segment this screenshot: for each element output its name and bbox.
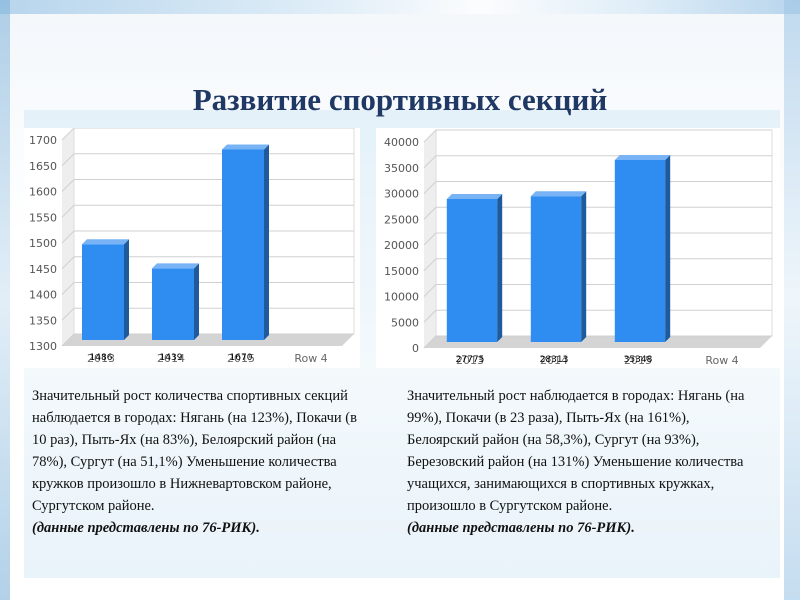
bar-front (530, 196, 582, 342)
y-tick-label: 25000 (384, 213, 419, 226)
y-tick-label: 1500 (29, 237, 57, 250)
bar (82, 239, 129, 340)
bar-top (446, 193, 503, 199)
sections-description: Значительный рост количества спортивных … (32, 385, 372, 539)
gridline-side (423, 335, 437, 349)
sections-bar-chart: 1700 1650 1600 1550 1500 1450 1400 1350 1300 2013… (29, 127, 355, 365)
gridline-side (61, 127, 75, 141)
bar (152, 263, 199, 340)
gridline-side (61, 333, 75, 347)
y-tick-label: 40000 (384, 136, 419, 149)
y-tick-label: 1450 (29, 263, 57, 276)
y-tick-label: 30000 (384, 188, 419, 201)
slide-frame-top (0, 0, 800, 14)
y-tick-label: 1600 (29, 186, 57, 199)
bar-front (446, 198, 498, 342)
bar-side (497, 193, 503, 342)
x-tick-label: 2013 (456, 354, 484, 367)
data-label: 27775 (456, 355, 485, 365)
y-tick-label: 15000 (384, 265, 419, 278)
bar (530, 191, 587, 342)
bar-front (152, 268, 194, 340)
data-label: 1670 (230, 353, 253, 363)
x-tick-label: 2015 (227, 352, 255, 365)
slide-frame-left (0, 0, 10, 600)
x-tick-label: Row 4 (294, 352, 327, 365)
gridline-side (423, 258, 437, 272)
bar-top (82, 239, 129, 245)
bar-side (124, 239, 129, 340)
y-tick-label: 1350 (29, 314, 57, 327)
x-tick-label: Row 4 (705, 354, 738, 367)
y-tick-label: 1400 (29, 289, 57, 302)
data-label: 28313 (540, 355, 569, 365)
x-tick-label: 2013 (87, 352, 115, 365)
bar-front (614, 159, 666, 342)
students-source-note: (данные представлены по 76-РИК). (407, 520, 635, 536)
bar (446, 193, 503, 342)
y-tick-label: 0 (412, 342, 419, 355)
slide-title: Развитие спортивных секций (192, 82, 608, 117)
bar (614, 154, 671, 342)
data-label: 35348 (624, 355, 653, 365)
chart-floor (62, 334, 354, 346)
students-chart-panel: 40000 35000 30000 25000 20000 15000 10000 5000 0… (376, 128, 780, 368)
students-description: Значительный рост наблюдается в городах:… (407, 385, 747, 539)
bar-side (264, 144, 269, 340)
x-tick-label: 2015 (624, 354, 652, 367)
gridline-side (61, 282, 75, 295)
y-tick-label: 1550 (29, 211, 57, 224)
gridline-side (423, 206, 437, 220)
y-tick-label: 5000 (391, 316, 419, 329)
students-description-body: Значительный рост наблюдается в городах:… (407, 388, 745, 514)
students-bar-chart: 40000 35000 30000 25000 20000 15000 10000 5000 0… (384, 129, 773, 367)
gridline-side (423, 309, 437, 323)
gridline-side (61, 256, 75, 270)
bar-front (82, 244, 124, 340)
gridline-side (423, 284, 437, 297)
gridline-side (423, 232, 437, 246)
gridline-side (61, 204, 75, 218)
bar-side (581, 191, 587, 342)
y-tick-label: 1700 (29, 134, 57, 147)
bar-side (665, 154, 671, 342)
bar-top (152, 263, 199, 269)
bar-side (194, 263, 199, 340)
data-label: 1439 (160, 353, 183, 363)
bar-top (222, 144, 269, 150)
sections-description-body: Значительный рост количества спортивных … (32, 388, 357, 514)
chart-floor (424, 336, 772, 348)
y-tick-label: 20000 (384, 239, 419, 252)
y-tick-label: 35000 (384, 162, 419, 175)
x-tick-label: 2014 (540, 354, 568, 367)
bar (222, 144, 269, 340)
slide-frame-right (784, 0, 800, 600)
x-tick-label: 2014 (157, 352, 185, 365)
gridline-side (61, 307, 75, 321)
gridline-side (61, 179, 75, 192)
bar-top (530, 191, 587, 197)
bar-front (222, 149, 264, 340)
gridline-side (61, 153, 75, 167)
sections-chart-panel: 1700 1650 1600 1550 1500 1450 1400 1350 1300 2013… (24, 127, 360, 368)
y-tick-label: 1300 (29, 340, 57, 353)
gridline-side (423, 155, 437, 169)
bar-top (614, 154, 671, 160)
data-label: 1486 (90, 353, 113, 363)
y-tick-label: 1650 (29, 160, 57, 173)
sections-source-note: (данные представлены по 76-РИК). (32, 520, 260, 536)
gridline-side (423, 181, 437, 194)
gridline-side (61, 230, 75, 244)
y-tick-label: 10000 (384, 291, 419, 304)
gridline-side (423, 129, 437, 143)
